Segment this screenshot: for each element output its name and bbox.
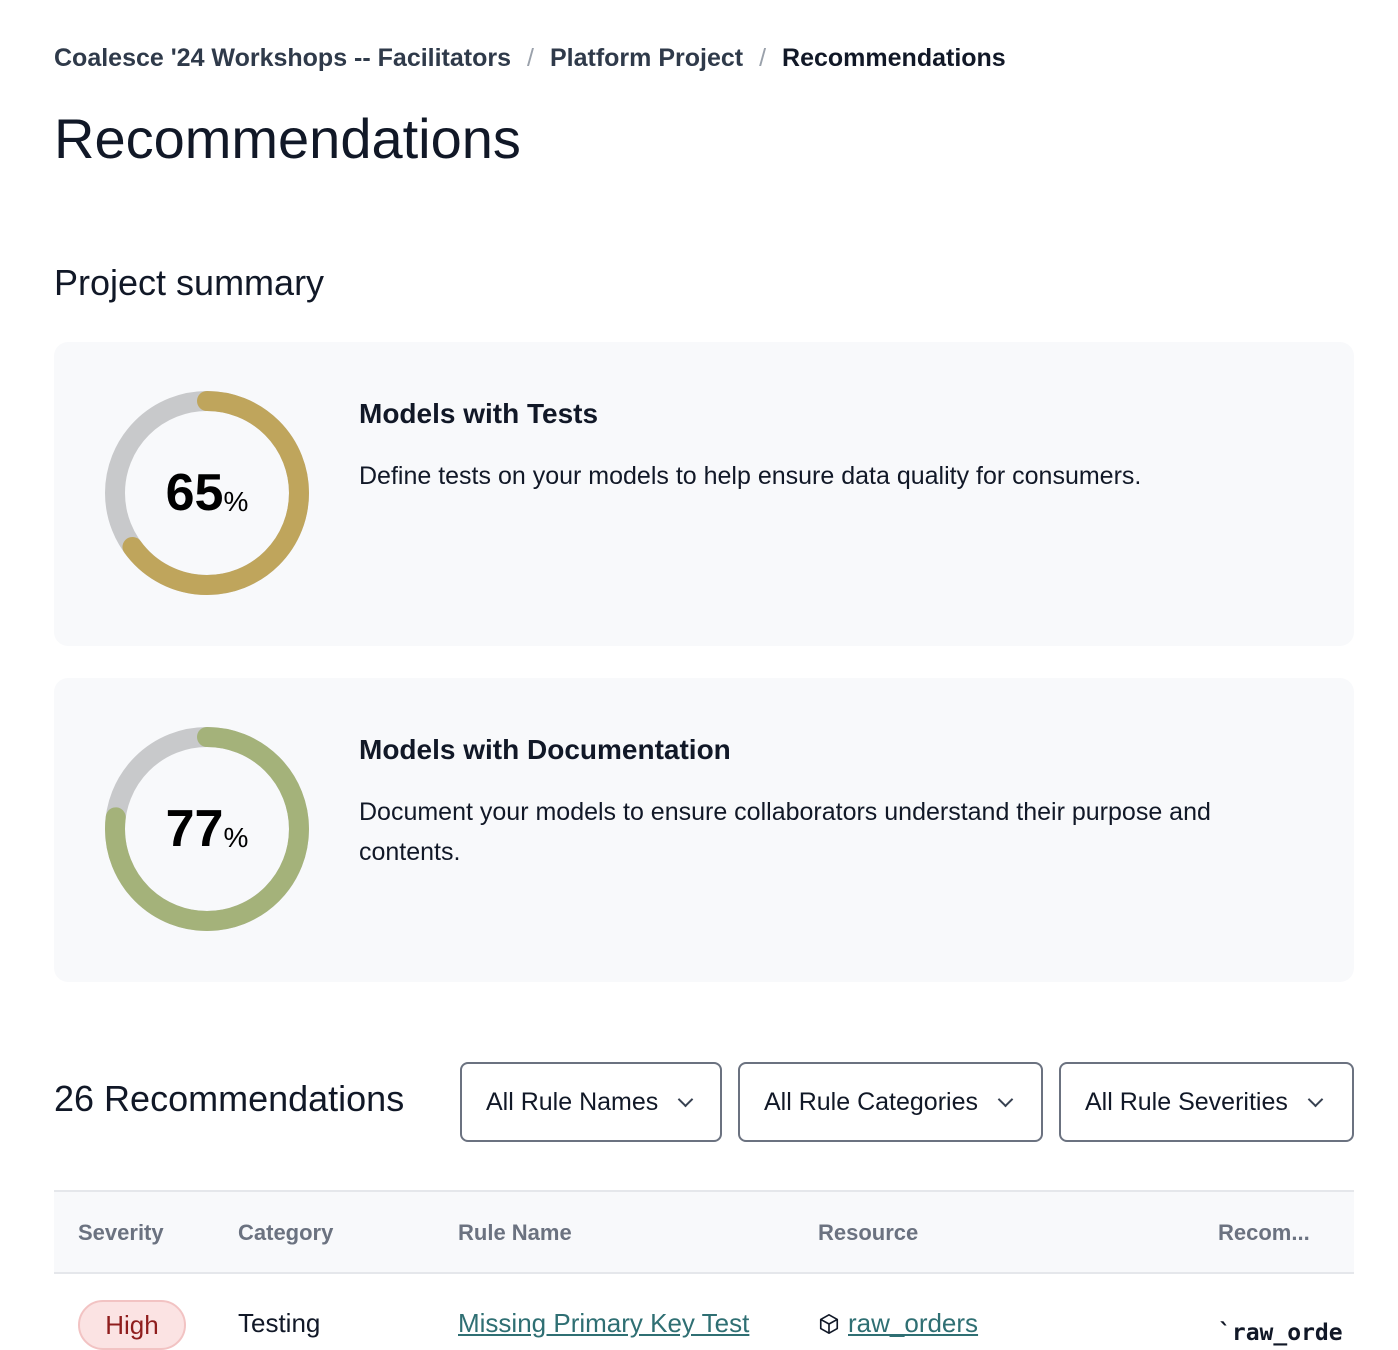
- filter-label: All Rule Severities: [1085, 1087, 1288, 1116]
- filter-label: All Rule Categories: [764, 1087, 978, 1116]
- chevron-down-icon: [1307, 1091, 1324, 1107]
- chevron-down-icon: [678, 1091, 694, 1107]
- progress-ring: [105, 727, 309, 931]
- rule-name-link[interactable]: Missing Primary Key Test: [458, 1308, 750, 1338]
- breadcrumb-separator: /: [759, 44, 767, 72]
- card-title: Models with Documentation: [359, 734, 731, 765]
- rule-severities-filter[interactable]: All Rule Severities: [1059, 1062, 1354, 1142]
- table-header: Severity Category Rule Name Resource Rec…: [54, 1190, 1354, 1274]
- rule-categories-filter[interactable]: All Rule Categories: [738, 1062, 1043, 1142]
- card-description: Define tests on your models to help ensu…: [359, 462, 1142, 490]
- ring-value: 65%: [165, 464, 249, 522]
- filter-label: All Rule Names: [486, 1087, 659, 1116]
- section-title: Project summary: [54, 262, 325, 303]
- card-description: Document your models to ensure collabora…: [359, 798, 1211, 866]
- chevron-down-icon: [997, 1091, 1014, 1107]
- summary-card-tests: 65% Models with Tests Define tests on yo…: [54, 342, 1354, 646]
- ring-arc: [105, 391, 309, 595]
- breadcrumb-project[interactable]: Platform Project: [549, 44, 744, 72]
- rule-names-filter[interactable]: All Rule Names: [460, 1062, 722, 1142]
- category-cell: Testing: [238, 1308, 321, 1338]
- severity-badge: High: [78, 1300, 186, 1350]
- breadcrumb: Coalesce '24 Workshops -- Facilitators /…: [54, 44, 1006, 73]
- ring-value: 77%: [165, 800, 249, 858]
- recommendation-cell: `raw_orde: [1218, 1320, 1343, 1346]
- breadcrumb-separator: /: [527, 44, 534, 72]
- column-severity[interactable]: Severity: [78, 1220, 164, 1245]
- cube-icon: [819, 1313, 839, 1334]
- column-category[interactable]: Category: [238, 1220, 334, 1245]
- summary-card-documentation: 77% Models with Documentation Document y…: [54, 678, 1354, 982]
- page-title: Recommendations: [54, 107, 521, 170]
- breadcrumb-account[interactable]: Coalesce '24 Workshops -- Facilitators: [54, 44, 512, 72]
- resource-link[interactable]: raw_orders: [848, 1308, 979, 1338]
- breadcrumb-current: Recommendations: [782, 44, 1006, 72]
- table-row[interactable]: High Testing Missing Primary Key Test ra…: [54, 1276, 1354, 1350]
- ring-arc: [105, 727, 309, 931]
- column-rule-name[interactable]: Rule Name: [458, 1220, 572, 1245]
- column-resource[interactable]: Resource: [818, 1220, 919, 1245]
- column-recommendation[interactable]: Recom...: [1218, 1220, 1310, 1245]
- progress-ring: [105, 391, 309, 595]
- recommendations-count: 26 Recommendations: [54, 1078, 405, 1119]
- card-title: Models with Tests: [359, 398, 599, 429]
